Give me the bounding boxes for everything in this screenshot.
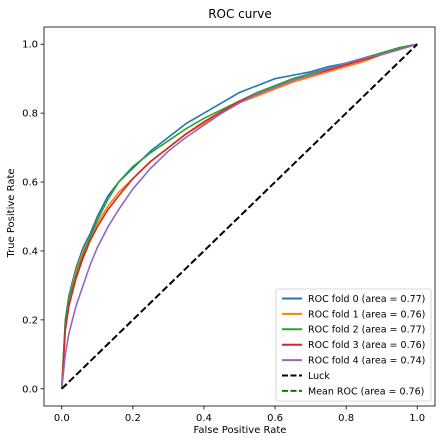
x-tick-label: 0.0 [54,413,70,424]
y-tick-label: 0.8 [22,109,38,120]
y-tick-label: 1.0 [22,40,38,51]
y-axis-label: True Positive Rate [6,168,17,258]
x-tick-label: 0.8 [338,413,354,424]
legend-label-5: Luck [308,371,330,382]
series-line-5 [61,43,418,390]
legend-label-2: ROC fold 2 (area = 0.77) [308,325,425,336]
axis-ticks: 0.0 0.2 0.4 0.6 0.8 1.0 0.0 0.2 0.4 0.6 0.8 1.0 [22,40,425,424]
series-line-4 [60,43,418,389]
x-axis-label: False Positive Rate [194,425,287,436]
series-line-3 [60,43,418,389]
y-tick-label: 0.2 [22,315,38,326]
chart-title: ROC curve [208,7,272,21]
legend-label-3: ROC fold 3 (area = 0.76) [308,340,425,351]
legend-label-0: ROC fold 0 (area = 0.77) [308,294,425,305]
series-layer [60,43,418,390]
legend-label-1: ROC fold 1 (area = 0.76) [308,309,425,320]
y-tick-label: 0.6 [22,178,38,189]
y-tick-label: 0.0 [22,384,38,395]
x-tick-label: 0.6 [267,413,283,424]
x-tick-label: 0.4 [196,413,212,424]
legend-label-4: ROC fold 4 (area = 0.74) [308,356,425,367]
legend-frame [275,288,432,402]
y-tick-label: 0.4 [22,246,38,257]
x-tick-label: 0.2 [125,413,141,424]
plot-area-frame [43,26,436,407]
legend: ROC fold 0 (area = 0.77) ROC fold 1 (area… [275,288,432,402]
legend-label-6: Mean ROC (area = 0.76) [308,386,424,397]
x-tick-label: 1.0 [409,413,425,424]
